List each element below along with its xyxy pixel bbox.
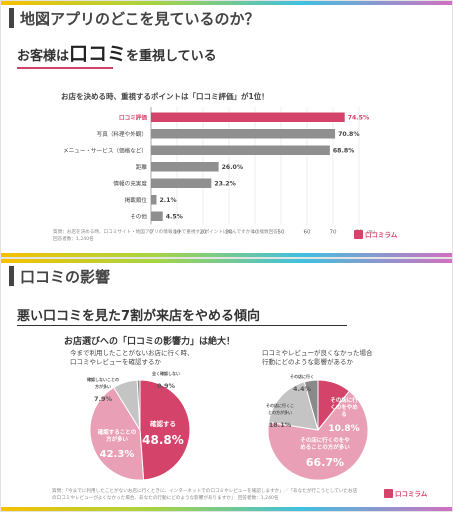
pie2-slice-label: る [341,411,347,418]
bar-category-label: その他 [130,212,147,220]
pie1-question: 今まで利用したことがないお店に行く時、 口コミやレビューを確認するか [70,349,194,367]
pie2-slice-label: その店に行 [330,396,358,404]
bar-category-label: 距離 [136,163,148,171]
pie1-slice-value: 48.8% [142,433,184,447]
logo-text: 口コミラム [365,231,398,239]
headline-underline [17,325,347,326]
pie-charts: 確認する48.8%確認することの方が多い42.3%確認しないことの方が多い7.9… [86,370,369,481]
pie2-slice-label: その店に行くこ [266,402,294,408]
x-tick-label: 40 [252,230,259,236]
bar-value-label: 74.5% [348,115,369,122]
section-panel-key-points: 地図アプリのどこを見ているのか？ お客様は口コミを重視している お店を決める時、… [0,0,453,258]
headline-post: を重視している [126,49,217,64]
heading-marker [9,8,14,28]
pie2-slice-value: 66.7% [306,456,344,469]
bar [151,195,157,205]
bar-value-label: 26.0% [222,164,243,171]
pie2-slice-label: くのをやめ [330,403,358,411]
pie1-slice-label: 全く確認しない [151,370,180,376]
pie1-slice-label: 方が多い [95,383,111,389]
pie2-slice [267,390,369,481]
logo-icon [354,229,363,239]
bar [151,129,336,139]
headline-pre: お客様は [17,49,70,64]
rainbow-bottom-bar [1,507,452,511]
section-heading: 口コミの影響 [9,265,110,287]
pie1-slice-label: 方が多い [106,435,129,443]
pie1-slice-value: 0.9% [157,382,176,390]
logo-text: 口コミラム [395,490,428,498]
pie1-slice [89,386,145,481]
headline-keyword: 口コミ [69,43,127,65]
x-tick-label: 60 [304,230,311,236]
subtitle: お店選びへの「口コミの影響力」は絶大！ [64,337,236,347]
rainbow-top-bar [1,259,452,263]
bar-value-label: 70.8% [338,131,359,138]
bar-chart-title: お店を決める時、重視するポイントは「口コミ評価」が1位！ [61,92,269,101]
bar-value-label: 4.5% [166,214,183,221]
headline: 悪い口コミを見た7割が来店をやめる傾向 [17,309,261,324]
bar [151,162,219,172]
pie2-slice-value: 10.8% [328,424,359,434]
headline: お客様は口コミを重視している [17,39,217,66]
x-tick-label: 30 [226,230,233,236]
logo-icon [384,488,393,498]
pie1-slice-value: 42.3% [100,449,135,460]
pie2-question-line1: 口コミやレビューが良くなかった場合 [262,349,373,357]
bar-value-label: 23.2% [214,181,235,188]
bar [151,112,345,122]
pie2-question-line2: 行動にどのような影響があるか [262,358,353,366]
section-heading: 地図アプリのどこを見ているのか？ [9,7,260,29]
rainbow-top-bar [1,1,452,5]
section-heading-text: 口コミの影響 [20,267,111,286]
footnote-1-line2: 回答者数：1,240名 [53,237,94,242]
bar-category-label: 情報の充実度 [113,179,147,187]
bar-category-label: メニュー・サービス（価格など） [63,146,147,154]
x-tick-label: 10 [174,230,181,236]
pie2-slice-label: その店に行く [290,373,314,379]
pie2-slice [303,379,319,431]
pie1-slice-value: 7.9% [94,395,113,403]
footnote-2: 質問：「今までに利用したことがないお店に行くときに、インターネットでの口コミやレ… [52,488,357,502]
bar-value-label: 2.1% [159,197,176,204]
pie2-slice-label: めることの方が多い [300,443,350,451]
bar-chart: 01020304050607080(%)口コミ評価74.5%写真（料理や外観）7… [63,107,375,236]
x-tick-label: 0 [149,230,153,236]
footnote-1-line1: 質問：お店を決める時、口コミサイト・地図アプリの情報の中で重視するポイントはなん… [53,230,283,235]
section-heading-text: 地図アプリのどこを見ているのか？ [20,9,260,28]
x-tick-label: 50 [278,230,285,236]
headline-underline [17,67,113,69]
bar-value-label: 68.8% [333,148,354,155]
rainbow-bottom-bar [1,253,452,257]
x-tick-label: 20 [200,230,207,236]
pie2-slice-label: との方が多い [268,409,292,415]
bar [151,211,163,221]
logo: 口コミラム [354,229,397,239]
pie1-slice-label: 確認する [150,419,176,428]
x-axis-unit: (%) [367,230,375,236]
pie2-slice-label: その店に行くのをや [300,436,350,444]
pie2-slice [268,381,319,431]
bar-category-label: 写真（料理や外観） [97,130,147,138]
pie2-slice-value: 4.4% [293,385,312,393]
pie1-slice-label: 確認しないことの [86,376,119,382]
x-tick-label: 70 [330,230,337,236]
bar-category-label: 口コミ評価 [119,113,147,121]
footnote-2-line2: の口コミやレビューがよくなかった場合、あなたの行動にどのような影響がありますか」… [52,496,279,501]
logo-2: 口コミラム [384,488,427,498]
footnote-2-line1: 質問：「今までに利用したことがないお店に行くときに、インターネットでの口コミやレ… [52,489,358,494]
pie2-slice-value: 18.1% [269,421,292,429]
pie1-question-line2: 口コミやレビューを確認するか [70,358,161,366]
bar [151,145,330,155]
pie2-question: 口コミやレビューが良くなかった場合 行動にどのような影響があるか [262,349,373,367]
pie1-slice [136,379,141,431]
heading-marker [9,266,14,286]
bar [151,178,212,188]
bar-category-label: 掲載順位 [125,196,148,204]
pie1-question-line1: 今まで利用したことがないお店に行く時、 [70,349,194,357]
pie1-slice-label: 確認することの [98,428,137,436]
pie1-slice [139,379,191,481]
footnote-1: 質問：お店を決める時、口コミサイト・地図アプリの情報の中で重視するポイントはなん… [53,229,282,243]
